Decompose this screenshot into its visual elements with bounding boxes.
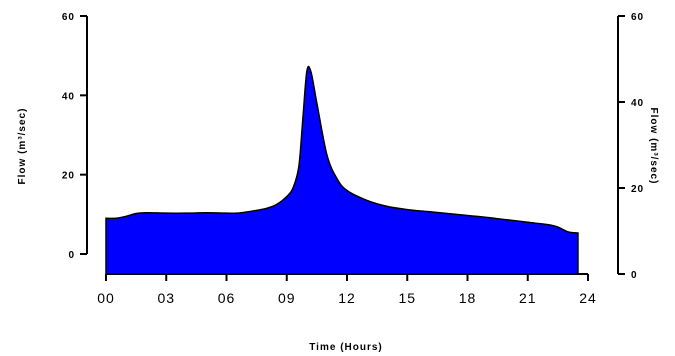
area-layer — [105, 65, 579, 275]
x-tick-label: 15 — [398, 290, 416, 306]
y-tick-label-right: 20 — [631, 184, 644, 195]
x-tick-label: 06 — [218, 290, 236, 306]
y-tick-label-left: 20 — [62, 171, 75, 182]
x-tick-label: 03 — [157, 290, 175, 306]
area-series-0 — [105, 65, 579, 275]
x-axis-title: Time (Hours) — [309, 342, 383, 353]
y-tick-label-left: 40 — [62, 91, 75, 102]
y-tick-label-right: 40 — [631, 98, 644, 109]
y-tick-label-left: 0 — [68, 250, 75, 261]
x-tick-label: 21 — [519, 290, 537, 306]
x-tick-label: 24 — [579, 290, 597, 306]
x-tick-label: 00 — [97, 290, 115, 306]
y-axis-title-left: Flow (m³/sec) — [17, 108, 28, 185]
x-tick-label: 12 — [338, 290, 356, 306]
y-tick-label-right: 0 — [631, 270, 638, 281]
x-tick-label: 09 — [278, 290, 296, 306]
y-tick-label-left: 60 — [62, 12, 75, 23]
y-tick-label-right: 60 — [631, 12, 644, 23]
axes-layer: 0 20 40 60 0 20 40 60 00 03 06 09 12 15 18 21 24 — [62, 12, 644, 306]
x-tick-label: 18 — [459, 290, 477, 306]
y-axis-title-right: Flow (m³/sec) — [648, 108, 659, 185]
